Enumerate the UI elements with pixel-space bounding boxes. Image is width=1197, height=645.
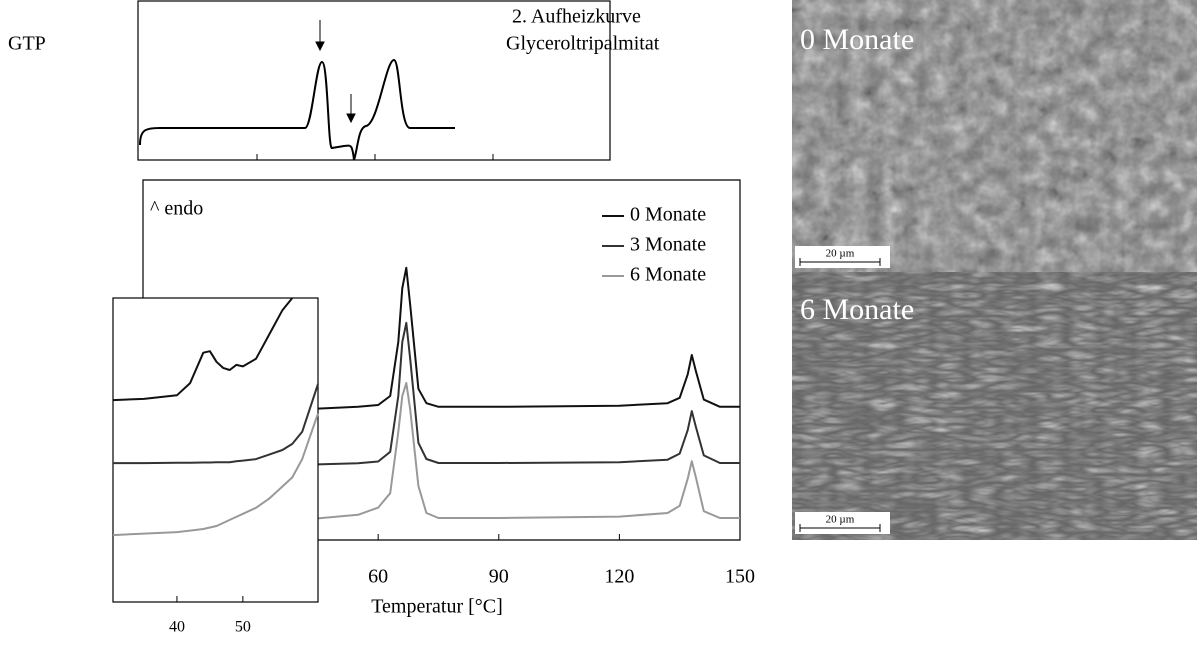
sem-texture (792, 0, 1197, 272)
x-tick-label: 120 (604, 566, 634, 588)
legend-label: 6 Monate (630, 264, 706, 286)
x-axis-label: Temperatur [°C] (371, 596, 503, 618)
series-line (112, 297, 294, 402)
scale-bar (799, 258, 881, 266)
series-line (317, 382, 740, 520)
annotation: Glyceroltripalmitat (506, 33, 660, 55)
x-tick-label: 90 (489, 566, 509, 588)
image-label: 6 Monate (800, 293, 914, 326)
x-tick-label: 60 (368, 566, 388, 588)
image-label: 0 Monate (800, 23, 914, 56)
series-line (317, 266, 740, 410)
inset-frame (112, 297, 319, 603)
top-ticks (256, 154, 494, 160)
x-tick-label: 40 (169, 619, 185, 636)
x-tick-label: 50 (235, 619, 251, 636)
series-line (317, 321, 740, 466)
scale-bar (799, 524, 881, 532)
legend-label: 3 Monate (630, 234, 706, 256)
series-line (112, 413, 319, 537)
figure-label: GTP (8, 33, 46, 55)
scale-label: 20 µm (826, 514, 855, 526)
x-tick-label: 150 (725, 566, 755, 588)
top-frame (137, 0, 611, 161)
main-frame (142, 179, 741, 541)
scale-label: 20 µm (826, 248, 855, 260)
arrows (315, 20, 356, 124)
annotation: 2. Aufheizkurve (512, 6, 641, 28)
annotation: ^ endo (150, 198, 203, 220)
series-line (113, 383, 319, 465)
legend-label: 0 Monate (630, 204, 706, 226)
heating-curve (139, 58, 455, 161)
sem-texture (792, 272, 1197, 540)
